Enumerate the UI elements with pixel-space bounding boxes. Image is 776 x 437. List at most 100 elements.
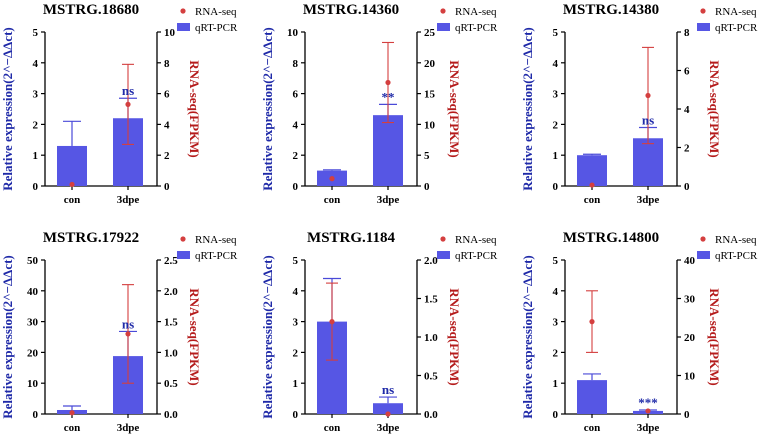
left-tick-label: 1 xyxy=(293,378,299,390)
right-tick-label: 1.0 xyxy=(164,347,178,359)
left-tick-label: 40 xyxy=(27,286,39,298)
left-tick-label: 6 xyxy=(293,89,299,101)
left-tick-label: 1 xyxy=(553,150,559,162)
legend-qrt-pcr-label: qRT-PCR xyxy=(195,250,238,262)
legend-rna-seq-marker xyxy=(700,236,706,242)
left-tick-label: 2 xyxy=(553,119,559,131)
x-tick-label: 3dpe xyxy=(637,194,660,206)
chart-panel-2: MSTRG.14360 0 2 4 6 8 10 0 5 10 15 20 25 Relative exp… xyxy=(260,2,498,206)
x-tick-label: 3dpe xyxy=(117,422,140,434)
significance-label: ns xyxy=(122,316,134,331)
bar-qrt-pcr xyxy=(373,115,403,186)
right-tick-label: 40 xyxy=(684,255,696,267)
right-tick-label: 1.5 xyxy=(424,294,438,306)
right-tick-label: 10 xyxy=(424,119,436,131)
left-tick-label: 0 xyxy=(33,409,39,421)
chart-title: MSTRG.1184 xyxy=(307,230,395,246)
chart-panel-4: MSTRG.17922 0 10 20 30 40 50 0.0 0.5 1.0 1.5 2.0 2.5… xyxy=(0,230,238,434)
right-tick-label: 10 xyxy=(164,27,176,39)
chart-title: MSTRG.18680 xyxy=(43,2,139,18)
left-tick-label: 5 xyxy=(553,27,559,39)
legend-qrt-pcr-label: qRT-PCR xyxy=(455,22,498,34)
left-tick-label: 50 xyxy=(27,255,39,267)
left-tick-label: 3 xyxy=(553,317,559,329)
right-tick-label: 0 xyxy=(164,181,170,193)
left-tick-label: 4 xyxy=(293,119,299,131)
right-tick-label: 0 xyxy=(684,181,690,193)
x-tick-label: con xyxy=(584,422,601,434)
left-tick-label: 2 xyxy=(293,347,299,359)
right-tick-label: 25 xyxy=(424,27,436,39)
rna-seq-point xyxy=(69,410,75,416)
y2-axis-label: RNA-seq(FPKM) xyxy=(187,288,202,385)
right-tick-label: 0 xyxy=(424,181,430,193)
right-tick-label: 0 xyxy=(684,409,690,421)
x-tick-label: con xyxy=(64,194,81,206)
rna-seq-point xyxy=(69,181,75,188)
legend-rna-seq-marker xyxy=(700,8,706,14)
y-axis-label: Relative expression(2^−ΔΔct) xyxy=(520,27,535,191)
right-tick-label: 5 xyxy=(424,150,430,162)
left-tick-label: 4 xyxy=(553,58,559,70)
left-tick-label: 2 xyxy=(33,119,39,131)
left-tick-label: 10 xyxy=(27,378,39,390)
right-tick-label: 0.0 xyxy=(164,409,178,421)
left-tick-label: 3 xyxy=(553,89,559,101)
legend-rna-seq-label: RNA-seq xyxy=(455,234,497,246)
chart-title: MSTRG.14360 xyxy=(303,2,399,18)
y-axis-label: Relative expression(2^−ΔΔct) xyxy=(260,27,275,191)
right-tick-label: 2 xyxy=(164,150,170,162)
bar-qrt-pcr xyxy=(577,380,607,414)
left-tick-label: 5 xyxy=(33,27,39,39)
right-tick-label: 4 xyxy=(164,119,170,131)
x-tick-label: 3dpe xyxy=(377,194,400,206)
x-tick-label: con xyxy=(324,194,341,206)
x-tick-label: 3dpe xyxy=(377,422,400,434)
legend-rna-seq-label: RNA-seq xyxy=(715,234,757,246)
x-tick-label: con xyxy=(584,194,601,206)
legend-rna-seq-label: RNA-seq xyxy=(195,6,237,18)
legend-qrt-pcr-label: qRT-PCR xyxy=(195,22,238,34)
legend-qrt-pcr-label: qRT-PCR xyxy=(455,250,498,262)
right-tick-label: 8 xyxy=(164,58,170,70)
rna-seq-point xyxy=(329,176,335,182)
legend-rna-seq-label: RNA-seq xyxy=(715,6,757,18)
legend-qrt-pcr-label: qRT-PCR xyxy=(715,250,758,262)
y2-axis-label: RNA-seq(FPKM) xyxy=(707,60,722,157)
y2-axis-label: RNA-seq(FPKM) xyxy=(447,60,462,157)
left-tick-label: 5 xyxy=(293,255,299,267)
significance-label: ** xyxy=(382,89,395,104)
y-axis-label: Relative expression(2^−ΔΔct) xyxy=(0,27,15,191)
right-tick-label: 6 xyxy=(164,89,170,101)
bar-qrt-pcr xyxy=(577,155,607,186)
significance-label: ns xyxy=(122,83,134,98)
x-tick-label: con xyxy=(324,422,341,434)
legend-rna-seq-marker xyxy=(440,8,446,14)
chart-panel-5: MSTRG.1184 0 1 2 3 4 5 0.0 0.5 1.0 1.5 2.0 Relative … xyxy=(260,230,498,434)
y-axis-label: Relative expression(2^−ΔΔct) xyxy=(260,255,275,419)
legend-qrt-pcr-label: qRT-PCR xyxy=(715,22,758,34)
left-tick-label: 2 xyxy=(293,150,299,162)
right-tick-label: 2.5 xyxy=(164,255,178,267)
right-tick-label: 6 xyxy=(684,66,690,78)
legend-qrt-pcr-swatch xyxy=(437,23,450,31)
x-tick-label: 3dpe xyxy=(637,422,660,434)
rna-seq-point xyxy=(645,92,651,99)
y-axis-label: Relative expression(2^−ΔΔct) xyxy=(0,255,15,419)
right-tick-label: 15 xyxy=(424,89,436,101)
bar-qrt-pcr xyxy=(373,403,403,414)
right-tick-label: 20 xyxy=(684,332,696,344)
right-tick-label: 8 xyxy=(684,27,690,39)
significance-label: ns xyxy=(642,112,654,127)
left-tick-label: 2 xyxy=(553,347,559,359)
rna-seq-point xyxy=(589,182,595,188)
right-tick-label: 10 xyxy=(684,371,696,383)
chart-title: MSTRG.14800 xyxy=(563,230,659,246)
bar-qrt-pcr xyxy=(57,145,87,186)
right-tick-label: 0.5 xyxy=(164,378,178,390)
right-tick-label: 2 xyxy=(684,143,690,155)
legend-rna-seq-label: RNA-seq xyxy=(195,234,237,246)
left-tick-label: 4 xyxy=(33,58,39,70)
y2-axis-label: RNA-seq(FPKM) xyxy=(187,60,202,157)
left-tick-label: 4 xyxy=(553,286,559,298)
